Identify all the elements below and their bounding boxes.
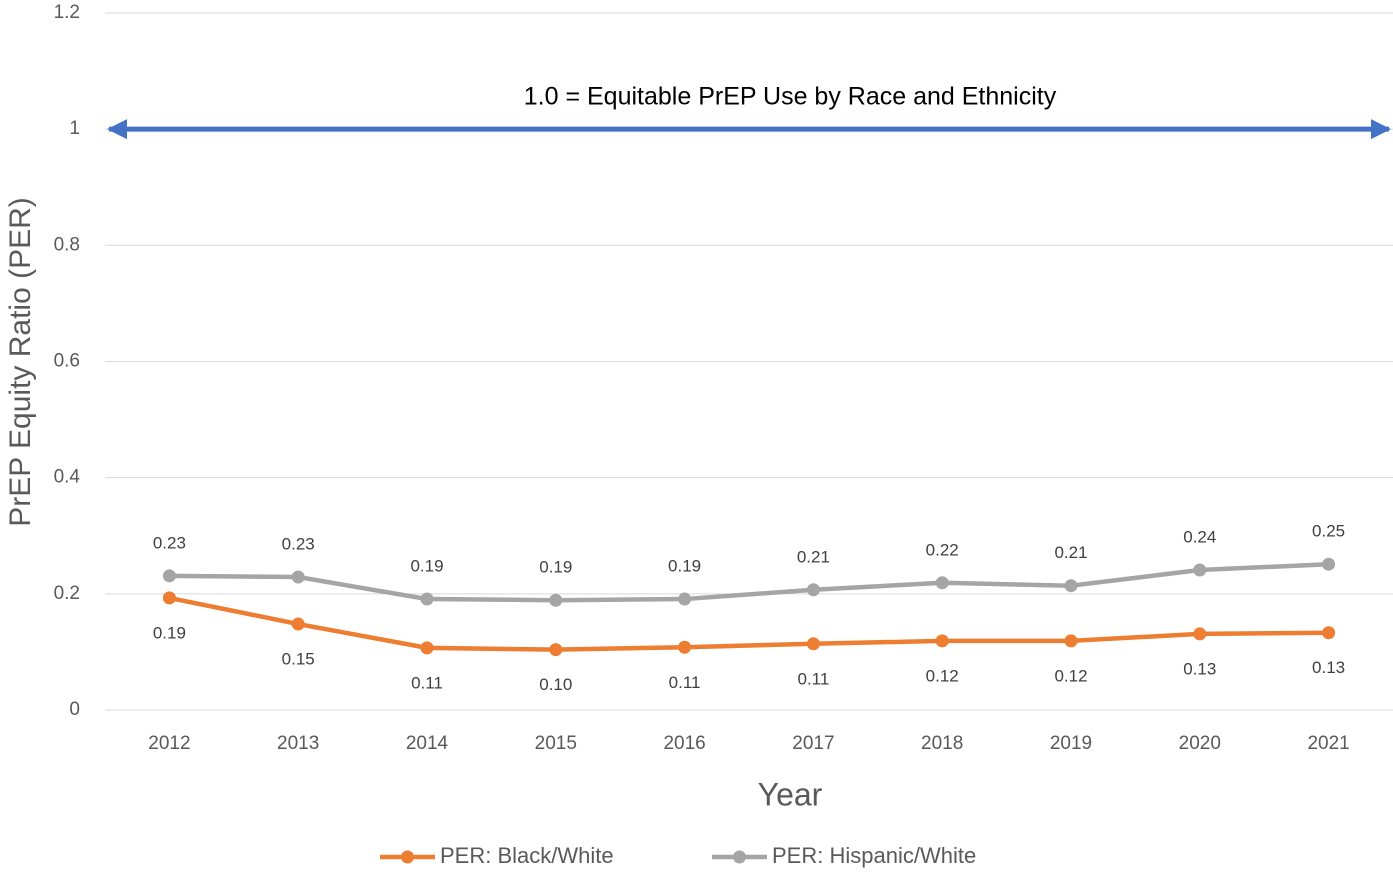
data-point	[678, 592, 692, 606]
x-tick-label: 2020	[1179, 733, 1221, 754]
data-label: 0.15	[282, 650, 315, 669]
y-tick-label: 0	[69, 699, 80, 720]
data-label: 0.23	[282, 534, 315, 553]
data-point	[549, 643, 563, 657]
legend-label: PER: Black/White	[440, 843, 614, 868]
data-label: 0.19	[668, 557, 701, 576]
data-label: 0.13	[1183, 659, 1216, 678]
data-point	[1193, 563, 1207, 577]
data-point	[1193, 627, 1207, 641]
data-point	[162, 591, 176, 605]
data-label: 0.25	[1312, 522, 1345, 541]
data-point	[935, 634, 949, 648]
data-point	[1064, 579, 1078, 593]
data-label: 0.24	[1183, 528, 1216, 547]
x-tick-label: 2014	[406, 733, 449, 754]
data-point	[162, 569, 176, 583]
y-tick-label: 1	[69, 118, 80, 139]
y-tick-label: 0.4	[54, 467, 81, 488]
data-point	[291, 570, 305, 584]
data-label: 0.13	[1312, 658, 1345, 677]
legend-label: PER: Hispanic/White	[772, 843, 976, 868]
data-label: 0.21	[797, 547, 830, 566]
data-point	[935, 576, 949, 590]
data-label: 0.11	[797, 669, 829, 688]
data-point	[806, 583, 820, 597]
x-tick-label: 2016	[663, 733, 705, 754]
data-point	[420, 592, 434, 606]
y-tick-label: 0.8	[54, 234, 80, 255]
data-point	[291, 617, 305, 631]
y-axis-title: PrEP Equity Ratio (PER)	[4, 197, 37, 527]
x-tick-label: 2012	[148, 733, 190, 754]
y-tick-label: 0.2	[54, 583, 80, 604]
x-tick-label: 2019	[1050, 733, 1092, 754]
x-tick-label: 2017	[792, 733, 834, 754]
data-label: 0.22	[926, 540, 959, 559]
annotation: 1.0 = Equitable PrEP Use by Race and Eth…	[524, 83, 1057, 111]
data-label: 0.19	[539, 558, 572, 577]
data-label: 0.10	[539, 675, 572, 694]
data-point	[806, 637, 820, 651]
x-tick-label: 2021	[1307, 733, 1349, 754]
data-label: 0.19	[410, 557, 443, 576]
data-point	[1322, 557, 1336, 571]
y-tick-label: 1.2	[54, 2, 80, 23]
series-line	[169, 561, 1329, 603]
data-point	[420, 641, 434, 655]
data-label: 0.11	[411, 673, 443, 692]
y-tick-label: 0.6	[54, 351, 80, 372]
series-line	[168, 595, 1329, 652]
data-label: 0.19	[153, 623, 186, 642]
data-point	[549, 593, 563, 607]
x-tick-label: 2015	[535, 733, 577, 754]
x-tick-label: 2018	[921, 733, 963, 754]
data-label: 0.23	[153, 533, 186, 552]
legend-marker	[401, 850, 414, 864]
data-point	[678, 640, 692, 654]
legend-marker	[733, 850, 746, 864]
x-axis-title: Year	[758, 776, 823, 812]
data-label: 0.11	[669, 673, 701, 692]
data-point	[1064, 634, 1078, 648]
data-label: 0.12	[926, 666, 959, 685]
data-point	[1322, 626, 1336, 640]
x-tick-label: 2013	[277, 733, 319, 754]
data-label: 0.12	[1054, 666, 1087, 685]
data-label: 0.21	[1054, 543, 1087, 562]
